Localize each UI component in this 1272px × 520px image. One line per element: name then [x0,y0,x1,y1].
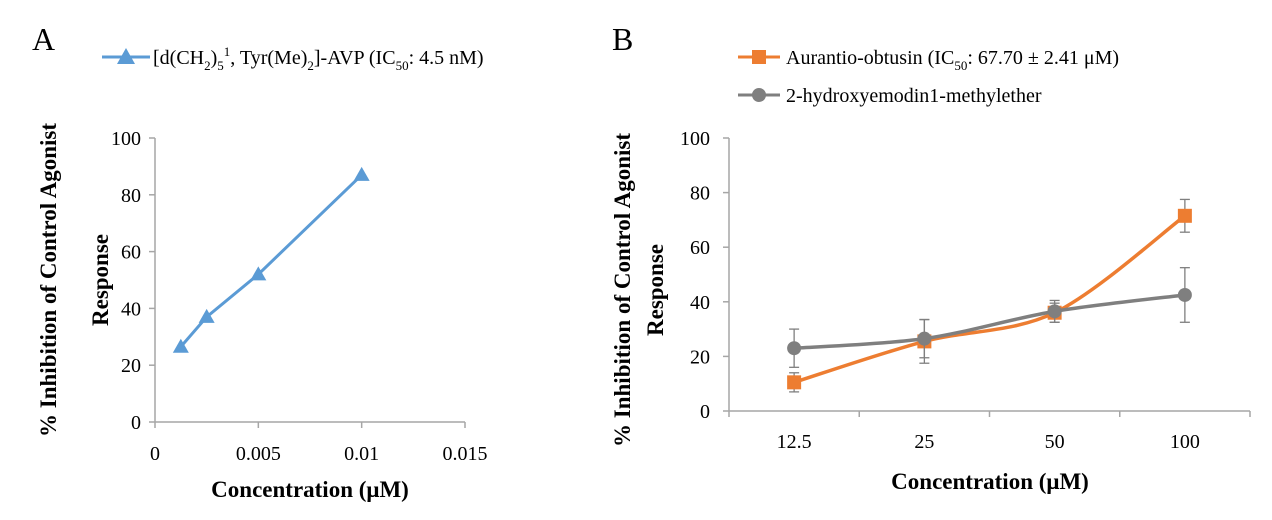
legend-b2-marker [752,88,766,102]
panel-a-x-tick-label: 0 [150,443,160,465]
panel-b-axes: 0 20 40 60 80 100 12.5 25 50 100 Concentration (… [610,128,1251,494]
legend-a-sub: 5 [217,58,224,73]
panel-label-a: A [32,21,55,57]
legend-b1-part: Aurantio-obtusin (IC [786,47,954,69]
panel-b-y-tick-label: 0 [700,401,710,423]
panel-a-y-tick-label: 100 [111,128,141,150]
panel-b-y-tick-label: 60 [690,237,710,259]
legend-a-part: ]-AVP (IC [314,47,396,69]
legend-a-part: [d(CH [153,47,204,69]
legend-a-marker [117,48,135,64]
panel-a-y-title-line1: % Inhibition of Control Agonist [36,123,61,437]
panel-b-x-tick-label: 12.5 [777,431,812,453]
legend-b2-label: 2-hydroxyemodin1-methylether [786,85,1042,107]
panel-b-data-point-circle [1047,304,1062,319]
panel-b-series-line-1 [793,214,1186,385]
panel-a-series-line [179,173,363,348]
panel-a-x-tick-label: 0.01 [344,443,379,465]
panel-b-y-title-line1: % Inhibition of Control Agonist [610,133,635,447]
panel-b-y-tick-label: 80 [690,183,710,205]
panel-a-data-point [198,308,215,323]
panel-b-y-tick-label: 20 [690,346,710,368]
panel-b-x-tick-label: 25 [914,431,934,453]
panel-b-x-title: Concentration (μM) [891,469,1089,494]
panel-b-y-tick-label: 40 [690,292,710,314]
legend-b1-label: Aurantio-obtusin (IC50: 67.70 ± 2.41 μM) [786,47,1119,73]
panel-b-data-point-circle [1177,287,1192,302]
panel-b-y-title-line2: Response [643,244,668,336]
panel-a-y-tick-label: 80 [121,185,141,207]
panel-a-y-tick-label: 60 [121,242,141,264]
legend-a-sup: 1 [224,44,231,59]
legend-b1-marker [752,50,766,64]
legend-b: Aurantio-obtusin (IC50: 67.70 ± 2.41 μM)… [738,47,1119,107]
panel-a-x-tick-label: 0.005 [236,443,281,465]
panel-a-data-point [172,338,189,353]
panel-b-series-line-2 [793,293,1186,350]
legend-b1-sub: 50 [954,58,967,73]
panel-b-x-tick-label: 100 [1170,431,1200,453]
panel-b-data-point-square [1177,208,1192,223]
panel-a-data-point [250,266,267,281]
panel-b-data-point-circle [787,341,802,356]
panel-b-x-tick-label: 50 [1045,431,1065,453]
panel-a-x-title: Concentration (μM) [211,477,409,502]
legend-a-sub: 50 [396,58,409,73]
panel-a-axes: 0 20 40 60 80 100 0 0.005 0.01 0.015 Concentrati… [36,123,488,502]
panel-b-data-point-circle [917,331,932,346]
panel-a-x-tick-label: 0.015 [443,443,488,465]
panel-a-data-point [353,166,370,181]
panel-a-y-tick-label: 20 [121,355,141,377]
legend-a-sub: 2 [204,58,211,73]
panel-a-y-tick-label: 40 [121,298,141,320]
legend-a-sub: 2 [307,58,314,73]
legend-a: [d(CH2)51, Tyr(Me)2]-AVP (IC50: 4.5 nM) [102,44,484,73]
legend-a-part: ) [211,47,218,69]
panel-label-b: B [612,21,633,57]
panel-b-y-tick-label: 100 [680,128,710,150]
panel-a-y-title-line2: Response [88,234,113,326]
panel-b-data-point-square [787,375,802,390]
legend-a-part: : 4.5 nM) [409,47,484,69]
legend-a-part: , Tyr(Me) [230,47,307,69]
legend-b1-part: : 67.70 ± 2.41 μM) [967,47,1119,69]
panel-a-y-tick-label: 0 [131,412,141,434]
legend-a-label: [d(CH2)51, Tyr(Me)2]-AVP (IC50: 4.5 nM) [153,44,484,73]
